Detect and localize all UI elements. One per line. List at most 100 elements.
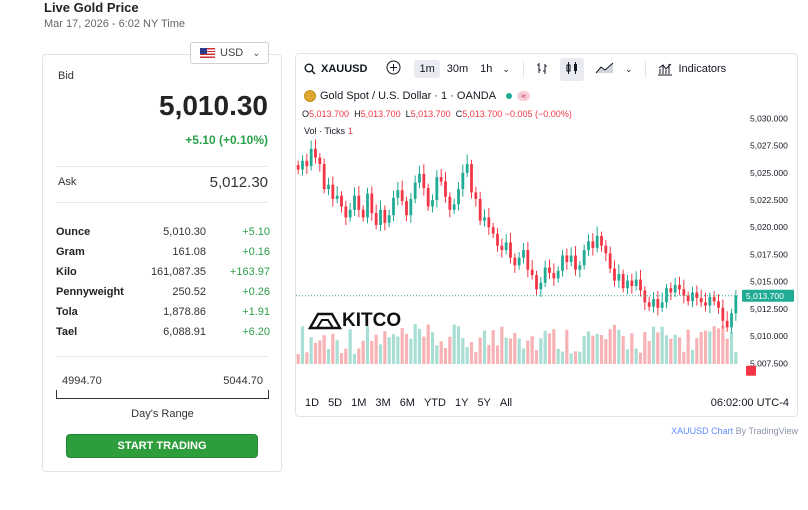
compare-button[interactable] <box>381 57 406 81</box>
range-5d[interactable]: 5D <box>328 397 343 409</box>
unit-change: +163.97 <box>229 266 270 278</box>
range-3m[interactable]: 3M <box>375 397 391 409</box>
candle-body <box>591 241 595 248</box>
interval-30m[interactable]: 30m <box>446 63 469 75</box>
candle-body <box>543 267 547 283</box>
range-all[interactable]: All <box>499 397 513 409</box>
volume-bar <box>526 340 530 364</box>
indicators-button[interactable]: Indicators <box>652 59 731 79</box>
candle-body <box>556 270 560 279</box>
volume-bar <box>621 336 625 364</box>
unit-price: 5,010.30 <box>163 226 206 238</box>
range-6m[interactable]: 6M <box>399 397 415 409</box>
candle-body <box>487 217 491 228</box>
volume-bar <box>474 352 478 364</box>
volume-bar <box>586 331 591 364</box>
range-1y[interactable]: 1Y <box>454 397 469 409</box>
start-trading-button[interactable]: START TRADING <box>66 434 258 458</box>
unit-price: 1,878.86 <box>163 306 206 318</box>
currency-label: USD <box>220 47 244 59</box>
volume-bar <box>651 326 656 364</box>
range-ytd[interactable]: YTD <box>423 397 446 409</box>
kitco-logo-text: KITCO <box>342 310 402 331</box>
candle-body <box>426 188 430 207</box>
unit-name: Pennyweight <box>56 286 124 298</box>
volume-bar <box>396 336 400 364</box>
area-chart-type-button[interactable] <box>590 58 620 81</box>
candle-body <box>574 255 577 270</box>
unit-price: 6,088.91 <box>163 326 206 338</box>
candle-body <box>457 189 460 205</box>
y-tick-label: 5,017.500 <box>750 249 788 259</box>
unit-row-ounce: Ounce 5,010.30 +5.10 <box>56 222 270 242</box>
volume-bar <box>612 324 617 364</box>
interval-dropdown[interactable]: ⌄ <box>502 63 510 74</box>
volume-bar <box>383 331 387 364</box>
volume-bar <box>426 324 430 364</box>
range-high: 5044.70 <box>223 375 263 387</box>
volume-bar <box>695 338 699 364</box>
chart-credit[interactable]: XAUUSD Chart By TradingView <box>671 426 798 436</box>
candle-body <box>379 209 382 226</box>
candle-body <box>483 217 486 221</box>
indicators-label: Indicators <box>678 63 727 75</box>
volume-bar <box>322 335 326 364</box>
volume-bar <box>712 326 716 364</box>
currency-dropdown[interactable]: USD ⌄ <box>190 42 269 64</box>
volume-bar <box>400 328 404 364</box>
candle-body <box>322 164 326 190</box>
volume-label: Vol · Ticks <box>304 126 346 136</box>
candle-body <box>478 198 482 221</box>
candle-body <box>444 181 447 197</box>
volume-bar <box>530 336 534 364</box>
volume-value: 1 <box>348 126 354 136</box>
candle-body <box>474 192 478 199</box>
symbol-label: XAUUSD <box>321 63 368 75</box>
candle-body <box>717 301 720 308</box>
candle-body <box>344 206 348 218</box>
volume-bar <box>608 329 612 364</box>
candle-body <box>491 227 495 234</box>
interval-1h[interactable]: 1h <box>480 63 493 75</box>
range-low: 4994.70 <box>62 375 102 387</box>
volume-bar <box>313 342 318 364</box>
volume-bar <box>656 332 660 364</box>
volume-bar <box>539 338 543 364</box>
candle-body <box>353 195 356 210</box>
bar-chart-type-button[interactable] <box>530 58 554 81</box>
candle-body <box>387 215 391 223</box>
unit-change: +6.20 <box>242 326 270 338</box>
volume-bar <box>508 338 513 364</box>
volume-bar <box>300 326 305 364</box>
candle-chart-type-button[interactable] <box>559 57 584 81</box>
range-1m[interactable]: 1M <box>351 397 367 409</box>
volume-bar <box>521 348 526 364</box>
volume-bar <box>703 330 708 364</box>
volume-bar <box>660 326 664 364</box>
last-price-label: 5,013.700 <box>746 291 784 301</box>
symbol-search[interactable]: XAUUSD <box>304 63 367 75</box>
volume-bar <box>309 337 313 364</box>
candle-body <box>305 160 309 167</box>
candle-body <box>409 198 413 216</box>
volume-bar <box>517 338 521 364</box>
chart-clock[interactable]: 06:02:00 UTC-4 <box>710 397 789 409</box>
chart-type-dropdown[interactable]: ⌄ <box>624 63 633 74</box>
candle-body <box>695 292 699 298</box>
volume-bar <box>357 348 361 364</box>
volume-bar <box>729 331 734 364</box>
volume-bar <box>435 345 439 364</box>
price-chart[interactable]: 5,030.000 5,027.500 5,025.000 5,022.500 5,02… <box>296 84 798 389</box>
range-5y[interactable]: 5Y <box>477 397 491 409</box>
volume-bar <box>417 328 422 364</box>
range-1d[interactable]: 1D <box>305 397 320 409</box>
candle-body <box>383 209 387 223</box>
candle-body <box>712 296 716 302</box>
toolbar-separator <box>522 61 524 77</box>
volume-bar <box>448 336 452 364</box>
interval-1m[interactable]: 1m <box>414 60 440 78</box>
bid-price: 5,010.30 <box>159 90 268 121</box>
symbol-description: Gold Spot / U.S. Dollar · 1 · OANDA <box>320 90 497 102</box>
search-icon <box>304 63 316 75</box>
volume-bar <box>461 338 465 364</box>
